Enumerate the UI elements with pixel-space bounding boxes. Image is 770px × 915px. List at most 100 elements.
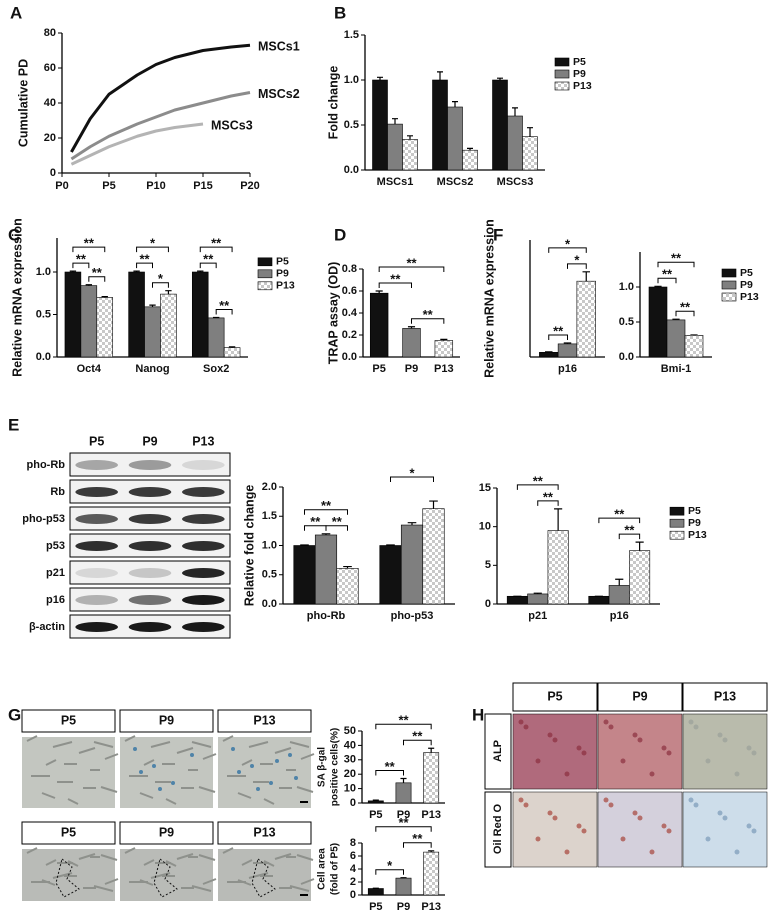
blot-band: [75, 514, 118, 524]
blot-row-label: pho-Rb: [27, 459, 66, 471]
stain-spot: [632, 810, 638, 816]
error-bar: [407, 522, 417, 526]
legend-swatch: [721, 280, 737, 290]
y-tick-label: 50: [344, 725, 356, 737]
legend-label: P9: [740, 279, 753, 291]
y-tick-label: 30: [344, 754, 356, 766]
stain-spot: [688, 719, 694, 725]
significance-bracket: [152, 282, 169, 288]
stain-spot: [547, 732, 553, 738]
stain-spot: [523, 802, 529, 808]
stain-spot: [608, 724, 614, 730]
error-bar: [321, 533, 331, 535]
error-bar: [407, 326, 416, 329]
panel-label: D: [334, 225, 346, 244]
bar: [547, 530, 569, 605]
stain-spot: [518, 797, 524, 803]
blot-band: [128, 514, 172, 524]
image-header-label: P9: [632, 689, 647, 703]
bar: [367, 800, 384, 804]
error-bar: [467, 147, 473, 151]
cell: [100, 786, 118, 793]
legend-label: P13: [688, 529, 707, 541]
cell: [274, 853, 292, 860]
significance-label: **: [76, 252, 87, 267]
cell: [202, 753, 217, 760]
cell: [104, 753, 119, 760]
error-bar: [343, 565, 352, 569]
significance-label: **: [671, 251, 682, 266]
significance-label: *: [409, 465, 415, 480]
error-bar: [554, 508, 563, 531]
stained-cell: [231, 747, 235, 751]
y-tick-label: 0.0: [344, 164, 359, 176]
cell: [143, 759, 155, 766]
x-tick-label: Nanog: [135, 363, 169, 375]
bar: [608, 585, 630, 605]
bar: [223, 347, 241, 358]
stain-spot: [705, 758, 711, 764]
error-bar: [452, 101, 458, 107]
stain-spot: [535, 758, 541, 764]
cell: [248, 741, 269, 748]
significance-bracket: [375, 723, 432, 730]
stain-spot: [661, 823, 667, 829]
error-bar: [582, 271, 590, 282]
significance-bracket: [199, 262, 217, 269]
stain-spot: [666, 828, 672, 834]
image-header-label: P9: [159, 825, 174, 839]
bar: [191, 271, 209, 358]
x-tick-label: P13: [421, 809, 441, 821]
stain-spot: [603, 797, 609, 803]
error-bar: [635, 541, 644, 551]
significance-bracket: [325, 525, 348, 531]
bar: [684, 334, 704, 358]
significance-label: **: [398, 713, 409, 728]
significance-bracket: [411, 318, 445, 324]
blot-row-label: pho-p53: [22, 513, 65, 525]
legend-swatch: [257, 257, 273, 267]
error-bar: [101, 296, 108, 298]
error-bar: [563, 342, 572, 344]
y-tick-label: 6: [350, 850, 356, 862]
y-tick-label: 2.0: [262, 481, 277, 493]
bar: [395, 877, 412, 896]
stain-spot: [608, 802, 614, 808]
significance-bracket: [657, 261, 695, 268]
image-header-label: P5: [61, 713, 76, 727]
y-tick-label: 60: [44, 62, 56, 74]
y-tick-label: 0: [350, 889, 356, 901]
error-bar: [377, 76, 383, 80]
micrograph: [22, 737, 115, 808]
legend-label: P9: [276, 268, 289, 280]
stain-spot: [581, 750, 587, 756]
stain-spot: [649, 771, 655, 777]
panel-label: E: [8, 415, 19, 434]
error-bar: [428, 850, 435, 853]
blot-band: [128, 622, 172, 632]
image-header-label: P13: [714, 689, 736, 703]
y-tick-label: 1.5: [344, 29, 359, 41]
stained-cell: [294, 776, 298, 780]
error-bar: [428, 747, 435, 753]
cell: [100, 854, 118, 861]
significance-label: **: [533, 473, 544, 488]
panel-label: H: [472, 705, 484, 724]
significance-label: **: [406, 255, 417, 270]
cell: [222, 847, 234, 854]
bar: [387, 123, 403, 171]
x-tick-label: P5: [102, 180, 115, 192]
bar: [80, 285, 98, 358]
significance-bracket: [72, 246, 106, 253]
stain-spot: [734, 771, 740, 777]
cell: [274, 747, 292, 754]
bar: [372, 79, 388, 171]
stained-cell: [171, 781, 175, 785]
line-series: [70, 91, 251, 161]
y-tick-label: 20: [44, 132, 56, 144]
bar: [576, 280, 596, 358]
significance-label: *: [150, 236, 156, 251]
stain-spot: [705, 836, 711, 842]
significance-label: **: [390, 271, 401, 286]
significance-label: **: [84, 236, 95, 251]
